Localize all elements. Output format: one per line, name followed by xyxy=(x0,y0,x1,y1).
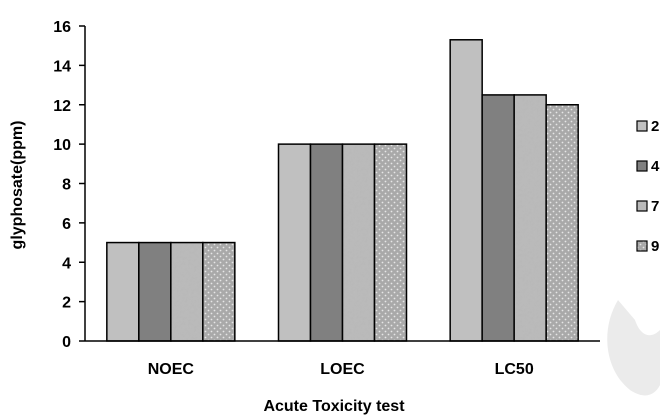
x-axis: NOEC LOEC LC50 xyxy=(85,340,600,378)
bar xyxy=(138,241,172,342)
y-tick-label: 12 xyxy=(53,98,71,115)
bar xyxy=(309,143,344,342)
bar xyxy=(513,94,547,342)
legend-label: 7 xyxy=(651,198,659,215)
legend-swatch xyxy=(636,200,648,212)
x-axis-label: Acute Toxicity test xyxy=(263,398,405,415)
legend: 2 4 7 9 xyxy=(636,118,660,255)
bar xyxy=(545,104,579,342)
x-tick-label: NOEC xyxy=(148,361,195,378)
bar xyxy=(277,143,312,342)
y-tick-label: 10 xyxy=(53,137,71,154)
bar xyxy=(106,241,140,342)
y-axis-label: glyphosate(ppm) xyxy=(9,121,26,250)
y-tick-label: 0 xyxy=(62,334,71,351)
bar xyxy=(481,94,515,342)
y-tick-label: 16 xyxy=(53,19,71,36)
legend-label: 4 xyxy=(651,158,660,175)
x-tick-label: LC50 xyxy=(495,361,534,378)
legend-label: 2 xyxy=(651,118,659,135)
plot-area xyxy=(106,39,579,342)
legend-swatch xyxy=(636,160,648,172)
legend-swatch xyxy=(636,120,648,132)
watermark-shape xyxy=(607,300,660,396)
y-tick-label: 14 xyxy=(53,58,71,75)
bar xyxy=(449,39,483,342)
legend-label: 9 xyxy=(651,238,659,255)
y-tick-label: 2 xyxy=(62,295,71,312)
y-tick-label: 6 xyxy=(62,216,71,233)
bar xyxy=(341,143,376,342)
bar xyxy=(373,143,408,342)
x-tick-label: LOEC xyxy=(320,361,365,378)
bar xyxy=(202,241,236,342)
bar xyxy=(170,241,204,342)
y-axis: 0 2 4 6 8 10 12 14 16 xyxy=(53,19,86,351)
y-tick-label: 4 xyxy=(62,255,71,272)
y-tick-label: 8 xyxy=(62,177,71,194)
legend-swatch xyxy=(636,240,648,252)
